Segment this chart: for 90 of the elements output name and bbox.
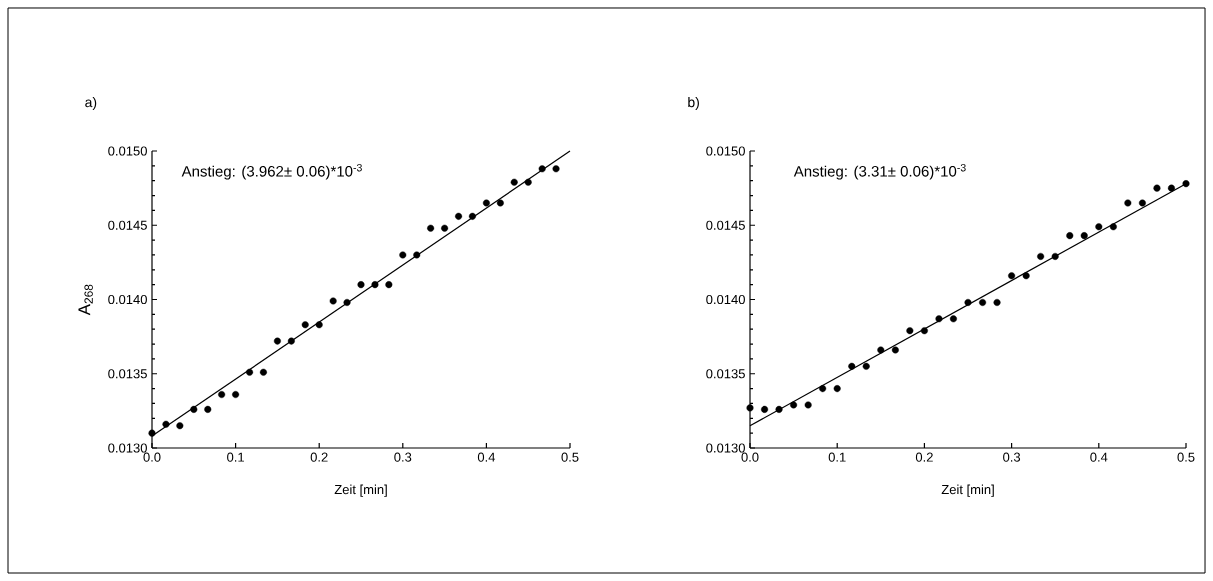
point — [891, 346, 899, 354]
y-tick-label: 0.0130 — [108, 443, 147, 453]
point — [301, 321, 309, 329]
point — [343, 298, 351, 306]
point — [1138, 199, 1146, 207]
x-tick-label: 0.3 — [1003, 452, 1021, 462]
x-tick-label: 0.2 — [915, 452, 933, 462]
point — [1182, 180, 1190, 188]
x-tick-label: 0.1 — [828, 452, 846, 462]
point — [371, 281, 379, 289]
x-tick-label: 0.4 — [1090, 452, 1108, 462]
point — [964, 298, 972, 306]
point — [862, 362, 870, 370]
point — [273, 337, 281, 345]
point — [455, 212, 463, 220]
point — [190, 405, 198, 413]
point — [920, 327, 928, 335]
point — [524, 178, 532, 186]
point — [315, 321, 323, 329]
y-tick-label: 0.0140 — [108, 294, 147, 305]
point — [287, 337, 295, 345]
point — [357, 281, 365, 289]
point — [746, 404, 754, 412]
point — [1037, 252, 1045, 260]
y-axis-title: A$_{268}$ — [78, 284, 93, 316]
point — [259, 368, 267, 376]
point — [413, 251, 421, 259]
point — [1095, 223, 1103, 231]
chart-title: b) — [688, 96, 699, 110]
point — [246, 368, 254, 376]
y-tick-label: 0.0150 — [108, 146, 147, 156]
x-tick-label: 0.2 — [310, 452, 328, 462]
point — [468, 212, 476, 220]
point — [1167, 184, 1175, 192]
x-tick-label: 0.5 — [1177, 452, 1195, 462]
point — [232, 391, 240, 399]
point — [804, 401, 812, 409]
point — [552, 165, 560, 173]
point — [204, 405, 212, 413]
x-axis-title: Zeit [min] — [941, 484, 994, 497]
point — [819, 385, 827, 393]
point — [399, 251, 407, 259]
point — [162, 420, 170, 428]
point — [1008, 272, 1016, 280]
point — [329, 297, 337, 305]
y-tick-label: 0.0140 — [706, 294, 745, 305]
point — [1109, 223, 1117, 231]
point — [775, 405, 783, 413]
x-axis-title: Zeit [min] — [334, 484, 387, 497]
point — [482, 199, 490, 207]
point — [148, 429, 156, 437]
x-tick-label: 0.1 — [227, 452, 244, 462]
point — [833, 385, 841, 393]
point — [935, 315, 943, 323]
point — [1153, 184, 1161, 192]
point — [427, 224, 435, 232]
point — [790, 401, 798, 409]
annotation: Anstieg: (3.962± 0.06)*10$^{-3}$ — [181, 163, 362, 180]
x-tick-label: 0.0 — [143, 452, 161, 462]
point — [538, 165, 546, 173]
point — [906, 327, 914, 335]
point — [949, 315, 957, 323]
x-tick-label: 0.3 — [394, 452, 412, 462]
y-tick-label: 0.0135 — [706, 369, 745, 379]
point — [761, 405, 769, 413]
y-tick-label: 0.0145 — [108, 220, 147, 230]
y-tick-label: 0.0150 — [706, 146, 745, 156]
point — [993, 298, 1001, 306]
point — [385, 281, 393, 289]
x-tick-label: 0.5 — [561, 452, 579, 462]
point — [848, 362, 856, 370]
point — [510, 178, 518, 186]
y-tick-label: 0.0135 — [108, 369, 147, 379]
point — [496, 199, 504, 207]
y-tick-label: 0.0145 — [706, 220, 745, 230]
annotation: Anstieg: (3.31± 0.06)*10$^{-3}$ — [793, 163, 966, 180]
point — [1066, 232, 1074, 240]
point — [176, 422, 184, 430]
y-tick-label: 0.0130 — [706, 443, 745, 453]
point — [1022, 272, 1030, 280]
point — [877, 346, 885, 354]
point — [218, 391, 226, 399]
point — [1051, 252, 1059, 260]
chart-title: a) — [85, 96, 97, 110]
point — [1124, 199, 1132, 207]
x-tick-label: 0.4 — [477, 452, 496, 462]
x-tick-label: 0.0 — [741, 452, 759, 462]
point — [1080, 232, 1088, 240]
point — [441, 224, 449, 232]
point — [979, 298, 987, 306]
